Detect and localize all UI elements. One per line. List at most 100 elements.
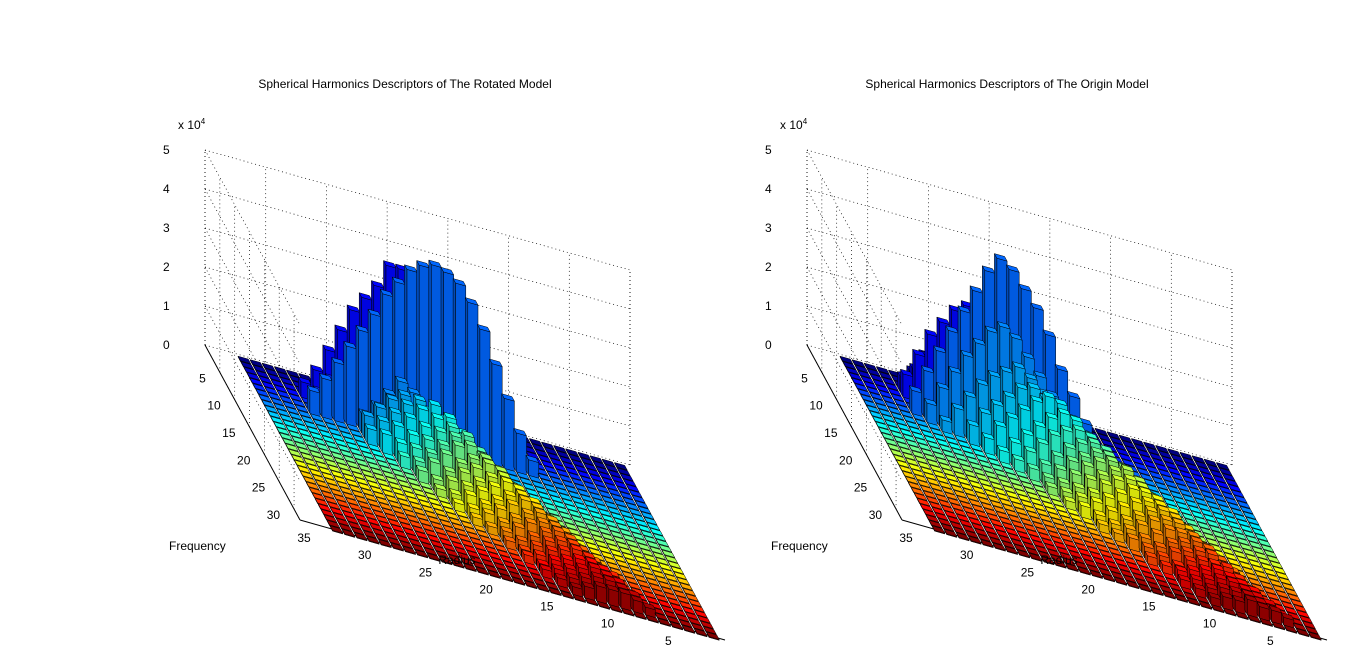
bar (996, 444, 1011, 465)
x-tick-label: 30 (960, 548, 974, 562)
bar (881, 413, 896, 423)
bar (478, 535, 493, 545)
bar (360, 487, 375, 497)
bar (300, 433, 315, 443)
bar (884, 437, 898, 447)
bar (633, 555, 648, 565)
x-tick-label: 35 (297, 531, 311, 545)
bar (464, 297, 479, 462)
bar (660, 586, 675, 596)
y-tick-label: 10 (809, 399, 823, 413)
bar (1191, 492, 1205, 502)
bar (525, 487, 539, 497)
bar (397, 450, 412, 471)
bar (1080, 535, 1095, 545)
bar (955, 532, 970, 542)
z-tick-label: 3 (765, 221, 772, 235)
bar (1038, 495, 1053, 505)
bar (1162, 572, 1177, 582)
y-tick-label: 30 (869, 508, 883, 522)
bar (342, 454, 357, 465)
y-tick-label: 15 (824, 426, 838, 440)
bar (1245, 553, 1259, 563)
bar (616, 467, 631, 477)
bar (372, 491, 387, 501)
bar (367, 461, 381, 471)
x-axis-label: Radius (1040, 553, 1077, 567)
bar (996, 474, 1011, 484)
bar (1174, 593, 1189, 603)
bar (585, 505, 600, 515)
bar (448, 535, 463, 545)
bar (1227, 539, 1241, 549)
bar (463, 488, 478, 517)
bar (1293, 604, 1307, 614)
bar (1192, 582, 1207, 599)
bar (279, 413, 294, 423)
bar (619, 528, 633, 538)
bar (1210, 604, 1225, 614)
bar (1130, 438, 1145, 448)
bar (1068, 531, 1083, 541)
bar (1113, 576, 1128, 586)
bar (1224, 478, 1239, 488)
bar (679, 582, 694, 592)
grid-line (204, 188, 301, 365)
bar (324, 459, 339, 469)
bar (543, 502, 558, 512)
bar (450, 559, 465, 569)
bar (963, 450, 977, 460)
bar (1254, 551, 1269, 561)
bar (1280, 612, 1295, 629)
z-tick-label: 5 (163, 143, 170, 157)
bar (1077, 566, 1092, 576)
bar (463, 563, 477, 573)
bar (440, 266, 455, 455)
x-tick-label: 15 (540, 600, 554, 614)
bar (601, 458, 616, 468)
bar (488, 358, 503, 469)
bars-group (839, 253, 1322, 641)
bar (854, 383, 869, 393)
bar (306, 426, 321, 436)
bar (1097, 433, 1112, 443)
bar (649, 564, 663, 574)
bar (1083, 558, 1098, 569)
bar (384, 513, 399, 523)
bar (324, 440, 339, 450)
grid-line (806, 188, 1233, 310)
bar (457, 515, 472, 525)
bar (1056, 509, 1071, 519)
bar (273, 384, 288, 394)
bar (330, 469, 345, 480)
bar (1296, 609, 1310, 619)
bar (583, 481, 597, 491)
z-tick-label: 4 (765, 182, 772, 196)
z-tick-label: 1 (765, 299, 772, 313)
bar (1233, 531, 1247, 541)
bar (914, 418, 929, 428)
bar (1253, 570, 1268, 580)
bar (670, 584, 684, 594)
bar (451, 497, 466, 514)
bar (669, 621, 684, 631)
bar (1071, 537, 1086, 547)
bar (613, 462, 628, 472)
bar (998, 516, 1013, 526)
bar (986, 513, 1001, 523)
bar (675, 613, 690, 623)
bar (294, 441, 308, 451)
bar (605, 583, 620, 608)
bar (375, 496, 390, 506)
bar (1150, 587, 1164, 597)
bar (1129, 548, 1144, 558)
bar (1203, 458, 1218, 468)
bar (916, 497, 931, 508)
chart-title: Spherical Harmonics Descriptors of The O… (865, 77, 1148, 91)
x-tick-label: 30 (358, 548, 372, 562)
bar (323, 495, 338, 505)
bar (411, 543, 426, 553)
bar (1307, 631, 1322, 641)
bar (697, 615, 711, 625)
bar (1162, 590, 1177, 600)
